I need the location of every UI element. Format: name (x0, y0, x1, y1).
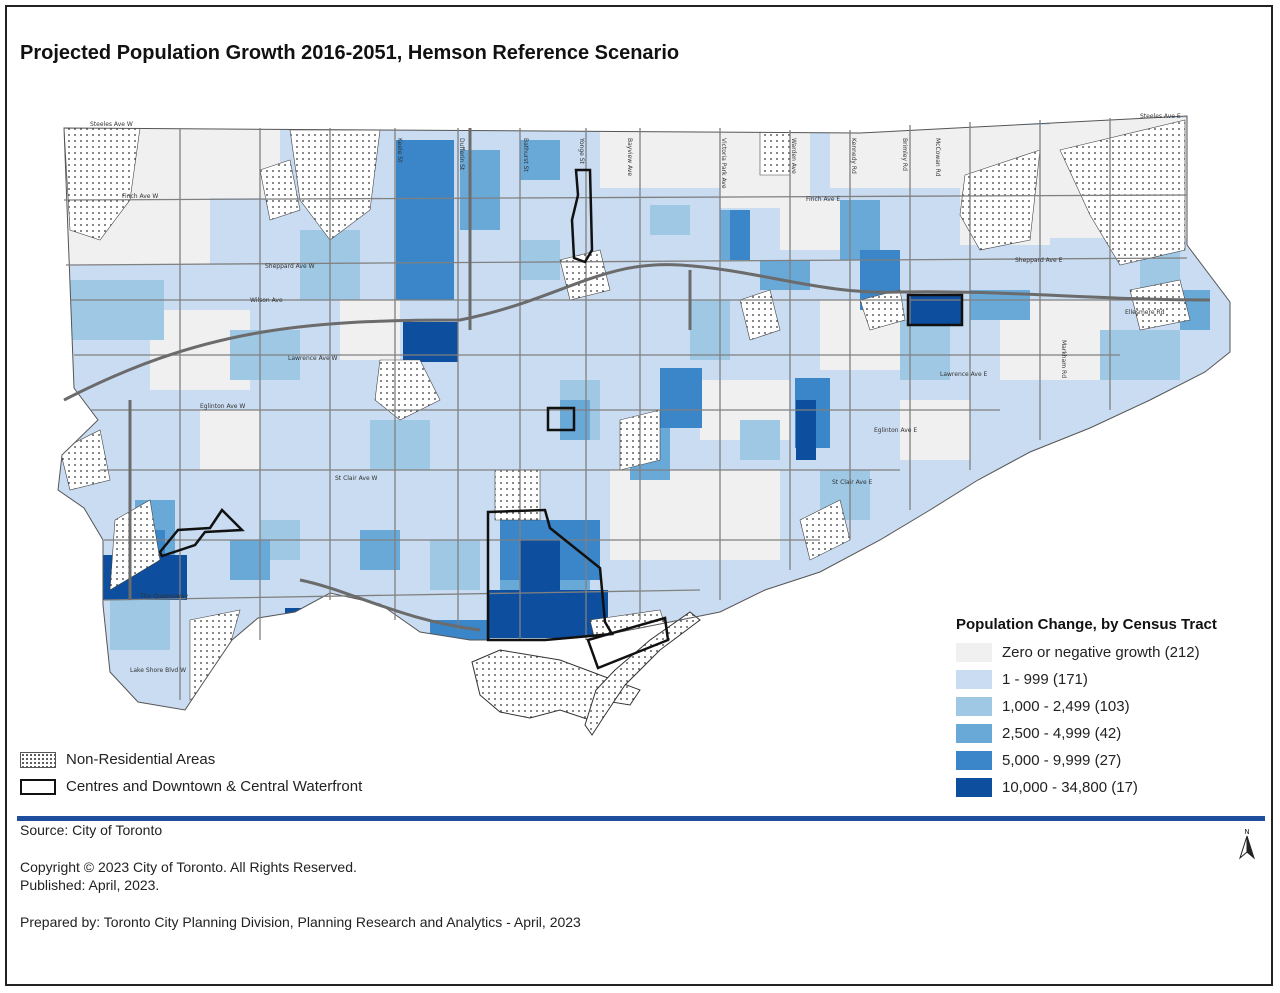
label-lawrence-e: Lawrence Ave E (940, 371, 988, 378)
legend-item: 10,000 - 34,800 (17) (956, 777, 1138, 797)
centres-key: Centres and Downtown & Central Waterfron… (20, 778, 362, 795)
label-sheppard-w: Sheppard Ave W (265, 263, 315, 270)
non-residential-label: Non-Residential Areas (66, 751, 216, 768)
legend-swatch (956, 642, 992, 662)
published-text: Published: April, 2023. (20, 877, 160, 893)
label-st-clair-w: St Clair Ave W (335, 475, 378, 482)
legend-swatch (956, 750, 992, 770)
legend-item: 5,000 - 9,999 (27) (956, 750, 1121, 770)
legend-swatch (956, 723, 992, 743)
legend-label: 1 - 999 (171) (1002, 670, 1088, 688)
legend-label: 10,000 - 34,800 (17) (1002, 778, 1138, 796)
road-network (63, 118, 1210, 700)
centres-outlines (158, 168, 964, 670)
copyright-text: Copyright © 2023 City of Toronto. All Ri… (20, 859, 357, 875)
label-markham: Markham Rd (1060, 340, 1067, 378)
legend-item: Zero or negative growth (212) (956, 642, 1200, 662)
footer-rule (17, 816, 1265, 821)
label-victoria-park: Victoria Park Ave (720, 138, 727, 189)
label-bathurst: Bathurst St (522, 138, 529, 172)
legend-label: 1,000 - 2,499 (103) (1002, 697, 1130, 715)
label-kennedy: Kennedy Rd (850, 138, 857, 174)
prepared-text: Prepared by: Toronto City Planning Divis… (20, 914, 581, 930)
legend-item: 2,500 - 4,999 (42) (956, 723, 1121, 743)
legend-item: 1 - 999 (171) (956, 669, 1088, 689)
legend-swatch (956, 669, 992, 689)
label-dufferin: Dufferin St (458, 138, 465, 171)
label-finch-w: Finch Ave W (122, 193, 158, 200)
label-warden: Warden Ave (790, 138, 797, 174)
label-st-clair-e: St Clair Ave E (832, 479, 873, 486)
label-brimley: Brimley Rd (901, 138, 908, 171)
label-finch-e: Finch Ave E (806, 196, 840, 203)
north-arrow-icon: N (1238, 828, 1256, 860)
centres-label: Centres and Downtown & Central Waterfron… (66, 778, 363, 795)
legend-swatch (956, 777, 992, 797)
non-residential-key: Non-Residential Areas (20, 751, 215, 768)
label-wilson: Wilson Ave (250, 297, 283, 304)
legend-label: Zero or negative growth (212) (1002, 643, 1200, 661)
north-label: N (1244, 828, 1249, 836)
legend-title: Population Change, by Census Tract (956, 616, 1217, 633)
label-queensway: The Queensway (139, 593, 188, 600)
label-lake-shore: Lake Shore Blvd W (130, 667, 186, 674)
highways (63, 128, 1211, 632)
legend-label: 5,000 - 9,999 (27) (1002, 751, 1122, 769)
leslie-spit (584, 611, 701, 736)
label-bayview: Bayview Ave (626, 138, 633, 176)
source-text: Source: City of Toronto (20, 822, 163, 838)
dots-swatch (20, 751, 56, 768)
label-mccowan: McCowan Rd (934, 138, 941, 177)
label-sheppard-e: Sheppard Ave E (1015, 257, 1063, 264)
label-lawrence-w: Lawrence Ave W (288, 355, 338, 362)
label-ellesmere: Ellesmere Rd (1125, 309, 1165, 316)
label-keele: Keele St (396, 138, 403, 163)
map-title: Projected Population Growth 2016-2051, H… (20, 42, 680, 64)
legend-label: 2,500 - 4,999 (42) (1002, 724, 1122, 742)
legend-swatch (956, 696, 992, 716)
label-eglinton-w: Eglinton Ave W (200, 403, 245, 410)
legend-item: 1,000 - 2,499 (103) (956, 696, 1130, 716)
label-steeles-w: Steeles Ave W (90, 121, 133, 128)
outline-swatch (20, 778, 56, 795)
label-steeles-e: Steeles Ave E (1140, 113, 1181, 120)
label-yonge: Yonge St (578, 137, 585, 165)
label-eglinton-e: Eglinton Ave E (874, 427, 917, 434)
